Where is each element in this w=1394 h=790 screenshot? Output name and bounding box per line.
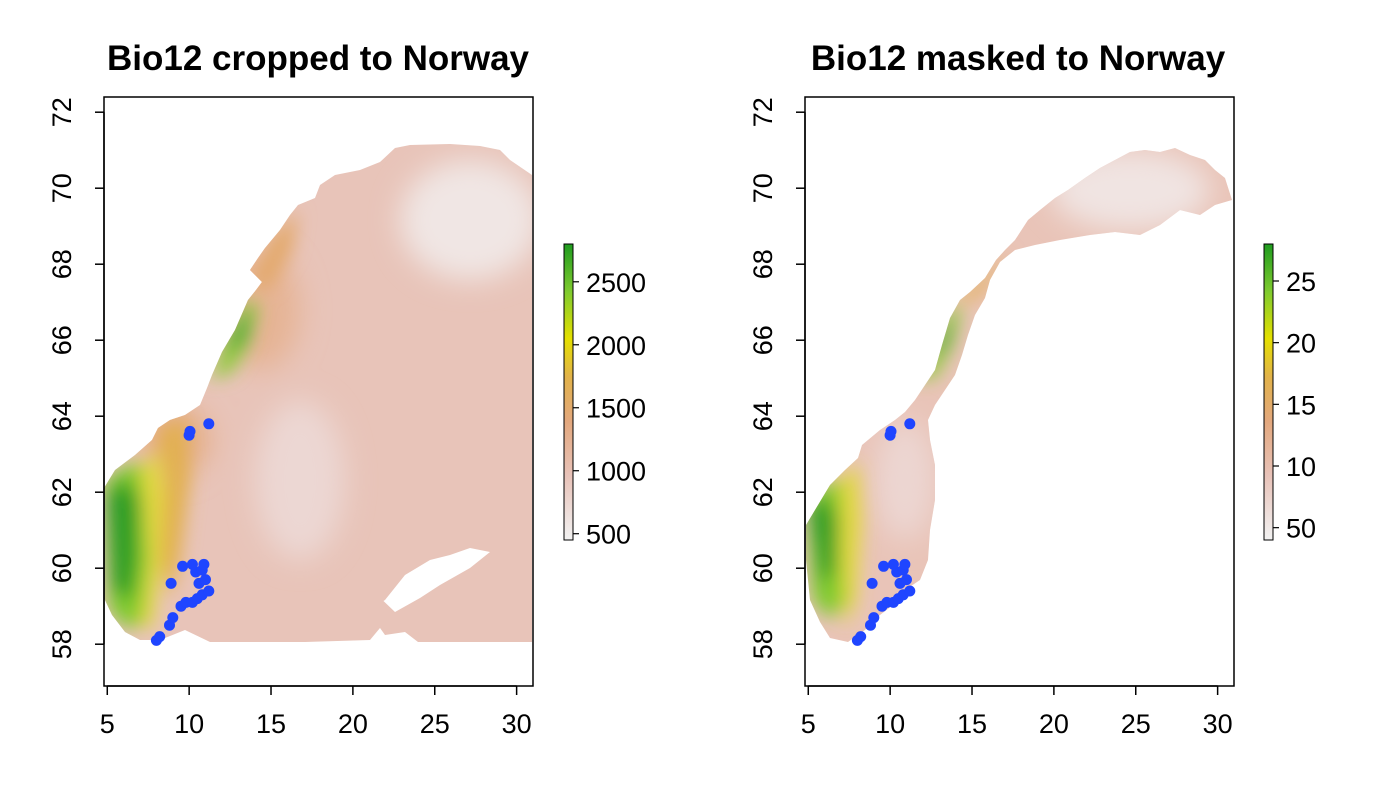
y-tick-label: 62 [748, 477, 778, 507]
occurrence-point [186, 558, 198, 570]
panel-cropped: Bio12 cropped to Norway [47, 39, 646, 739]
y-tick-label: 72 [748, 97, 778, 127]
y-tick-label: 66 [748, 325, 778, 355]
occurrence-point [904, 585, 916, 597]
occurrence-point [165, 577, 177, 589]
legend-label: 15 [1286, 390, 1316, 420]
legend-color-bar [563, 243, 574, 541]
color-legend: 25 20 15 10 50 [1263, 243, 1316, 544]
x-tick-label: 20 [338, 709, 368, 739]
occurrence-points [150, 418, 215, 646]
raster-map-cropped [104, 144, 532, 642]
y-tick-label: 58 [47, 629, 77, 659]
x-tick-label: 10 [174, 709, 204, 739]
panel-title: Bio12 cropped to Norway [107, 39, 530, 78]
y-tick-label: 60 [47, 553, 77, 583]
raster-map-masked [806, 148, 1232, 642]
occurrence-point [855, 631, 867, 643]
y-tick-label: 72 [47, 97, 77, 127]
occurrence-point [198, 558, 210, 570]
legend-label: 20 [1286, 329, 1316, 359]
legend-label: 2500 [586, 268, 646, 298]
occurrence-points [851, 418, 916, 646]
x-tick-label: 20 [1039, 709, 1069, 739]
x-tick-label: 25 [420, 709, 450, 739]
x-tick-label: 30 [1203, 709, 1233, 739]
y-tick-label: 68 [47, 249, 77, 279]
x-axis: 5 10 15 20 25 30 [100, 685, 532, 739]
occurrence-point [200, 574, 211, 586]
occurrence-point [899, 558, 911, 570]
occurrence-point [904, 418, 916, 430]
occurrence-point [885, 425, 897, 437]
x-tick-label: 15 [256, 709, 286, 739]
x-tick-label: 30 [502, 709, 532, 739]
y-tick-label: 70 [748, 173, 778, 203]
occurrence-point [887, 558, 899, 570]
legend-label: 25 [1286, 267, 1316, 297]
y-tick-label: 66 [47, 325, 77, 355]
legend-color-bar [1263, 243, 1274, 541]
occurrence-point [878, 560, 890, 572]
x-tick-label: 15 [957, 709, 987, 739]
y-axis: 58 60 62 64 66 68 70 72 [748, 97, 806, 659]
x-tick-label: 10 [875, 709, 905, 739]
x-tick-label: 5 [100, 709, 115, 739]
occurrence-point [203, 585, 215, 597]
y-tick-label: 64 [47, 401, 77, 431]
occurrence-point [167, 612, 179, 624]
y-tick-label: 64 [748, 401, 778, 431]
panel-title: Bio12 masked to Norway [811, 39, 1226, 78]
x-tick-label: 5 [801, 709, 816, 739]
y-axis: 58 60 62 64 66 68 70 72 [47, 97, 105, 659]
occurrence-point [901, 574, 912, 586]
y-tick-label: 70 [47, 173, 77, 203]
x-tick-label: 25 [1121, 709, 1151, 739]
occurrence-point [868, 612, 880, 624]
x-axis: 5 10 15 20 25 30 [801, 685, 1233, 739]
occurrence-point [866, 577, 878, 589]
color-legend: 2500 2000 1500 1000 500 [563, 243, 646, 550]
legend-label: 10 [1286, 452, 1316, 482]
occurrence-point [184, 425, 196, 437]
panel-masked: Bio12 masked to Norway 5 10 [748, 39, 1316, 739]
occurrence-point [203, 418, 215, 430]
legend-label: 50 [1286, 514, 1316, 544]
legend-label: 2000 [586, 331, 646, 361]
occurrence-point [154, 631, 166, 643]
legend-label: 1500 [586, 394, 646, 424]
y-tick-label: 62 [47, 477, 77, 507]
y-tick-label: 58 [748, 629, 778, 659]
y-tick-label: 60 [748, 553, 778, 583]
legend-label: 1000 [586, 457, 646, 487]
y-tick-label: 68 [748, 249, 778, 279]
legend-label: 500 [586, 520, 631, 550]
occurrence-point [177, 560, 189, 572]
